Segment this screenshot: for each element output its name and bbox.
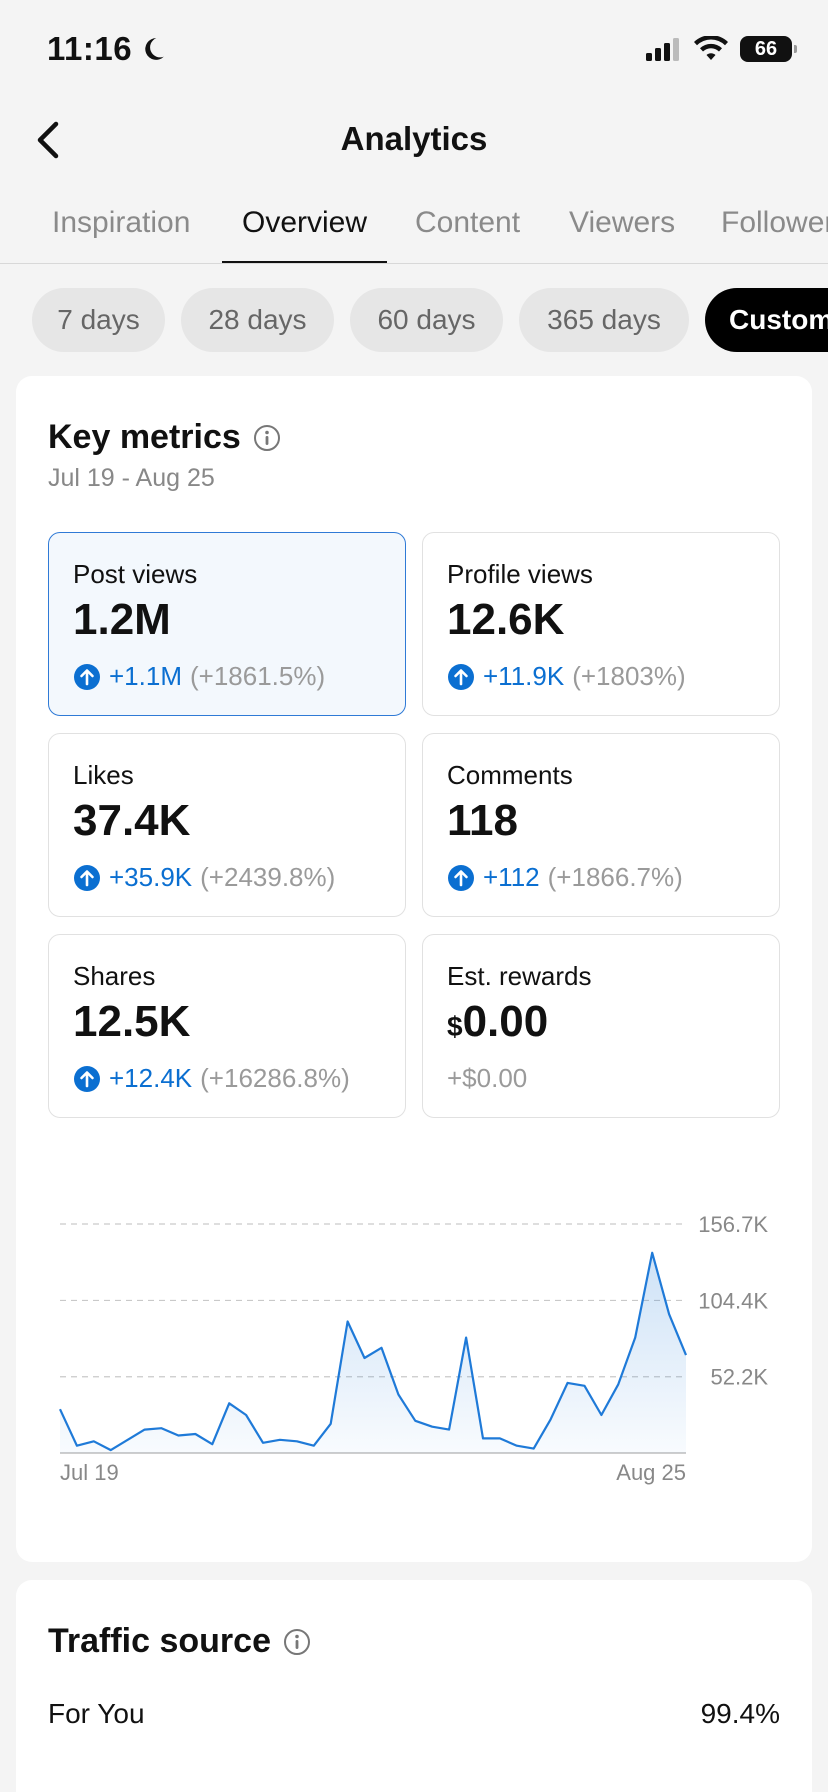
date-range-label: Jul 19 - Aug 25	[48, 464, 215, 492]
key-metrics-heading: Key metrics	[48, 418, 281, 457]
metric-delta: +112	[483, 862, 540, 892]
tab-viewers[interactable]: Viewers	[569, 206, 676, 239]
traffic-source-card: Traffic source For You 99.4%	[16, 1580, 812, 1792]
back-button[interactable]	[24, 116, 72, 164]
range-60-days-chip[interactable]: 60 days	[350, 288, 503, 352]
clock-text: 11:16	[47, 30, 133, 67]
battery-icon: 66	[740, 36, 797, 62]
tab-bar: Inspiration Overview Content Viewers Fol…	[0, 194, 828, 264]
metric-label: Profile views	[447, 559, 593, 589]
metric-change: +11.9K (+1803%)	[447, 661, 686, 692]
currency-symbol: $	[447, 1011, 463, 1042]
arrow-up-circle-icon	[448, 864, 474, 891]
y-tick-label: 104.4K	[698, 1288, 768, 1313]
y-tick-label: 156.7K	[698, 1212, 768, 1237]
metric-likes[interactable]: Likes 37.4K +35.9K (+2439.8%)	[48, 733, 406, 917]
traffic-source-value: 99.4%	[700, 1698, 780, 1729]
metric-label: Likes	[73, 760, 134, 790]
metric-delta: +1.1M	[109, 661, 182, 691]
battery-level: 66	[754, 37, 778, 60]
metric-delta: +35.9K	[109, 862, 193, 892]
status-time: 11:16	[47, 30, 166, 68]
metric-post-views[interactable]: Post views 1.2M +1.1M (+1861.5%)	[48, 532, 406, 716]
date-range-selector: 7 days 28 days 60 days 365 days Custom	[0, 288, 828, 354]
status-icons: 66	[646, 36, 797, 62]
arrow-up-circle-icon	[74, 864, 100, 891]
metric-value: 37.4K	[73, 796, 191, 845]
traffic-source-row: For You 99.4%	[48, 1698, 780, 1730]
arrow-up-circle-icon	[74, 1065, 100, 1092]
tab-inspiration[interactable]: Inspiration	[52, 206, 191, 239]
key-metrics-title: Key metrics	[48, 418, 241, 456]
range-28-days-chip[interactable]: 28 days	[181, 288, 334, 352]
metric-change: +12.4K (+16286.8%)	[73, 1063, 350, 1094]
metric-percent: (+1803%)	[572, 661, 686, 691]
metric-value: 1.2M	[73, 595, 171, 644]
traffic-source-label: For You	[48, 1698, 145, 1729]
metric-label: Comments	[447, 760, 573, 790]
range-custom-chip[interactable]: Custom	[705, 288, 828, 352]
info-icon[interactable]	[283, 1628, 311, 1656]
traffic-source-title: Traffic source	[48, 1622, 271, 1660]
metric-change: +1.1M (+1861.5%)	[73, 661, 325, 692]
range-7-days-chip[interactable]: 7 days	[32, 288, 165, 352]
traffic-source-heading: Traffic source	[48, 1622, 311, 1661]
range-365-days-chip[interactable]: 365 days	[519, 288, 689, 352]
info-icon[interactable]	[253, 424, 281, 452]
metric-shares[interactable]: Shares 12.5K +12.4K (+16286.8%)	[48, 934, 406, 1118]
wifi-icon	[694, 36, 728, 60]
metric-change: +$0.00	[447, 1063, 527, 1094]
moon-icon	[145, 38, 164, 60]
status-bar: 11:16 66	[0, 0, 828, 100]
y-tick-label: 52.2K	[711, 1365, 769, 1390]
metric-delta: +11.9K	[483, 661, 565, 691]
metric-value-number: 0.00	[462, 997, 549, 1046]
metric-percent: (+16286.8%)	[200, 1063, 350, 1093]
metric-profile-views[interactable]: Profile views 12.6K +11.9K (+1803%)	[422, 532, 780, 716]
chevron-left-icon	[37, 121, 59, 159]
tab-followers[interactable]: Followers	[721, 206, 828, 239]
app-header: Analytics	[0, 100, 828, 180]
tab-content[interactable]: Content	[415, 206, 521, 239]
metric-value: 118	[447, 796, 518, 845]
metric-label: Shares	[73, 961, 156, 991]
metric-percent: (+2439.8%)	[200, 862, 336, 892]
arrow-up-circle-icon	[448, 663, 474, 690]
key-metrics-card: Key metrics Jul 19 - Aug 25 Post views 1…	[16, 376, 812, 1562]
metric-value: 12.6K	[447, 595, 565, 644]
x-tick-label: Aug 25	[616, 1460, 686, 1485]
series-line	[59, 1251, 688, 1452]
metric-label: Est. rewards	[447, 961, 592, 991]
metric-value: $0.00	[447, 997, 548, 1047]
metric-change: +112 (+1866.7%)	[447, 862, 683, 893]
metric-delta: +$0.00	[447, 1063, 528, 1093]
page-title: Analytics	[340, 120, 488, 157]
metric-change: +35.9K (+2439.8%)	[73, 862, 335, 893]
cellular-signal-icon	[646, 38, 679, 61]
metric-label: Post views	[73, 559, 198, 589]
arrow-up-circle-icon	[74, 663, 100, 690]
post-views-chart: 156.7K 104.4K 52.2K Jul 19 Aug 25	[59, 1212, 769, 1485]
metric-delta: +12.4K	[109, 1063, 193, 1093]
tab-overview[interactable]: Overview	[221, 206, 388, 263]
metric-est-rewards[interactable]: Est. rewards $0.00 +$0.00	[422, 934, 780, 1118]
metric-percent: (+1866.7%)	[547, 862, 683, 892]
metric-percent: (+1861.5%)	[190, 661, 326, 691]
metric-value: 12.5K	[73, 997, 191, 1046]
metric-comments[interactable]: Comments 118 +112 (+1866.7%)	[422, 733, 780, 917]
x-tick-label: Jul 19	[60, 1460, 119, 1485]
